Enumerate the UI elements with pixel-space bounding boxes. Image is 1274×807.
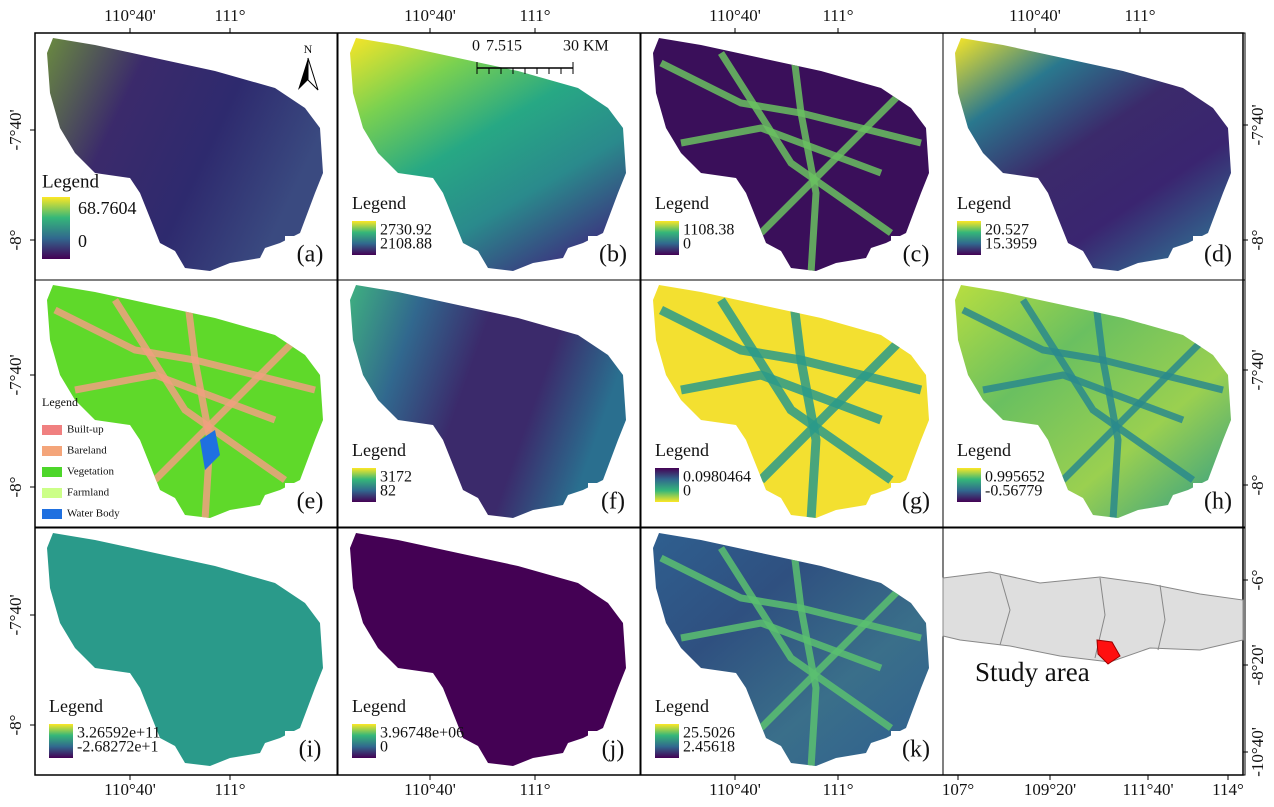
left-coordinate-label: -8° [6,477,25,498]
legend-title: Legend [352,696,406,716]
top-coordinate-label: 111° [822,6,853,25]
legend-title: Legend [957,193,1011,213]
right-coordinate-label: -10°40' [1248,727,1267,777]
left-coordinate-label: -7°40' [6,594,25,635]
left-coordinate-label: -7°40' [6,354,25,395]
bottom-coordinate-label: 111° [214,780,245,799]
legend-entry: Water Body [67,508,120,520]
scale-label: 0 [472,38,480,55]
legend-title: Legend [49,696,103,716]
legend-swatch [42,488,62,498]
panel-label: (c) [903,242,930,268]
legend-title: Legend [352,440,406,460]
panel-label: (i) [299,737,322,763]
legend-swatch [42,446,62,456]
legend-title: Legend [957,440,1011,460]
legend-bar [957,468,981,502]
scale-label: 7.515 [486,38,522,55]
legend-entry: Vegetation [67,466,115,478]
legend-title: Legend [42,171,99,192]
top-coordinate-label: 111° [1124,6,1155,25]
legend-min: 0 [683,236,691,253]
right-coordinate-label: -7°40' [1248,349,1267,390]
north-label: N [304,42,313,56]
bottom-coordinate-label: 107° [942,780,974,799]
legend-swatch [42,467,62,477]
legend-title: Legend [655,440,709,460]
inset-text: Study area [975,657,1090,687]
panel-label: (k) [902,737,930,763]
legend-min: 82 [380,483,396,500]
legend-bar [655,221,679,255]
right-coordinate-label: -8° [1248,230,1267,251]
bottom-coordinate-label: 114° [1212,780,1244,799]
legend-bar [655,724,679,758]
panel-label: (j) [602,737,625,763]
legend-min: 0 [78,231,87,251]
legend-bar [42,197,70,259]
bottom-coordinate-label: 111° [822,780,853,799]
bottom-coordinate-label: 111°40' [1122,780,1173,799]
right-coordinate-label: -7°40' [1248,104,1267,145]
legend-min: 0 [683,483,691,500]
legend-bar [655,468,679,502]
legend-max: 3.96748e+06 [380,725,464,742]
panel-label: (h) [1204,489,1232,515]
legend-bar [352,468,376,502]
bottom-coordinate-label: 110°40' [404,780,456,799]
legend-min: 2108.88 [380,236,432,253]
bottom-coordinate-label: 111° [519,780,550,799]
top-coordinate-label: 111° [214,6,245,25]
top-coordinate-label: 110°40' [1009,6,1061,25]
legend-entry: Farmland [67,487,110,499]
scale-label: 30 KM [563,38,609,55]
legend-max: 0.0980464 [683,469,751,486]
top-coordinate-label: 111° [519,6,550,25]
figure: (a)Legend68.76040(b)Legend2730.922108.88… [0,0,1274,807]
top-coordinate-label: 110°40' [404,6,456,25]
legend-min: 2.45618 [683,739,735,756]
left-coordinate-label: -8° [6,715,25,736]
panel-label: (e) [297,489,324,515]
legend-swatch [42,509,62,519]
legend-bar [352,221,376,255]
panel-label: (d) [1204,242,1232,268]
legend-title: Legend [352,193,406,213]
right-coordinate-label: -8° [1248,475,1267,496]
legend-max: 68.7604 [78,198,137,218]
left-coordinate-label: -8° [6,230,25,251]
legend-min: 15.3959 [985,236,1037,253]
bottom-coordinate-label: 110°40' [709,780,761,799]
legend-bar [49,724,73,758]
legend-title: Legend [655,696,709,716]
left-coordinate-label: -7°40' [6,109,25,150]
right-coordinate-label: -8°20' [1248,644,1267,685]
legend-min: -0.56779 [985,483,1042,500]
panel-label: (a) [297,242,324,268]
panel-label: (g) [902,489,930,515]
bottom-coordinate-label: 109°20' [1024,780,1076,799]
legend-title: Legend [42,395,78,409]
right-coordinate-label: -6° [1248,570,1267,591]
legend-bar [352,724,376,758]
legend-min: -2.68272e+1 [77,739,158,756]
legend-min: 0 [380,739,388,756]
panel-label: (f) [601,489,625,515]
legend-swatch [42,425,62,435]
legend-bar [957,221,981,255]
legend-entry: Built-up [67,424,104,436]
top-coordinate-label: 110°40' [104,6,156,25]
legend-title: Legend [655,193,709,213]
panel-label: (b) [599,242,627,268]
page: (a)Legend68.76040(b)Legend2730.922108.88… [0,0,1274,807]
top-coordinate-label: 110°40' [709,6,761,25]
bottom-coordinate-label: 110°40' [104,780,156,799]
legend-entry: Bareland [67,445,107,457]
